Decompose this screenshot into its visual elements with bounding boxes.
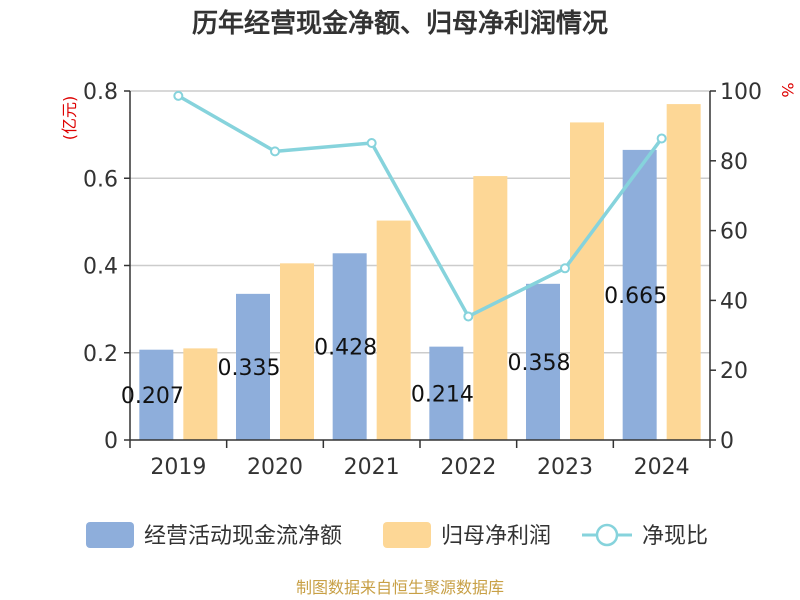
bar-cashflow	[332, 253, 367, 440]
legend-label-profit: 归母净利润	[441, 524, 551, 549]
bar-cashflow	[429, 346, 464, 440]
x-axis-tick-label: 2022	[440, 455, 496, 480]
legend-marker-ratio	[595, 523, 619, 547]
x-axis-tick-label: 2024	[634, 455, 690, 480]
ratio-point	[173, 90, 184, 101]
bar-cashflow	[236, 293, 270, 440]
legend-swatch-cashflow	[86, 522, 134, 548]
right-axis-tick-label: 80	[720, 150, 748, 175]
right-axis-tick-label: 100	[720, 80, 762, 105]
bar-value-label: 0.335	[218, 356, 281, 381]
legend-label-ratio: 净现比	[642, 524, 708, 549]
bar-profit	[376, 220, 411, 440]
x-axis-tick-label: 2019	[150, 455, 206, 480]
bar-value-label: 0.214	[411, 382, 474, 407]
ratio-point	[270, 146, 280, 157]
bar-value-label: 0.428	[314, 336, 377, 361]
left-axis-tick-label: 0.8	[83, 80, 118, 105]
left-axis-unit: (亿元)	[60, 96, 79, 141]
chart-title: 历年经营现金净额、归母净利润情况	[192, 8, 608, 39]
ratio-point	[463, 311, 474, 322]
ratio-line	[173, 90, 667, 322]
bar-profit	[666, 104, 701, 441]
bar-profit	[183, 348, 218, 440]
legend-swatch-profit	[383, 522, 431, 548]
right-axis-unit: %	[778, 82, 797, 97]
left-axis-tick-label: 0.2	[83, 342, 118, 367]
x-axis-tick-label: 2020	[247, 455, 303, 480]
bar-value-label: 0.665	[604, 284, 667, 309]
right-axis-tick-label: 40	[720, 289, 748, 314]
grid-lines	[130, 90, 710, 354]
ratio-point	[560, 263, 570, 274]
bar-cashflow	[139, 349, 174, 440]
bar-value-label: 0.358	[508, 351, 571, 376]
bar-cashflow	[622, 149, 657, 441]
right-axis-tick-label: 20	[720, 359, 748, 384]
bar-cashflow	[526, 283, 560, 440]
right-axis-tick-label: 0	[720, 429, 734, 454]
axes: 0 0.2 0.4 0.6 0.8 0 20 40 60 80 100 2019 2020 2021 202…	[83, 80, 762, 480]
ratio-point	[366, 138, 377, 149]
ratio-line-path	[177, 94, 664, 319]
left-axis-tick-label: 0.4	[83, 255, 118, 280]
right-axis-tick-label: 60	[720, 220, 748, 245]
ratio-point	[656, 133, 667, 144]
bars	[139, 104, 701, 441]
legend: 经营活动现金流净额 归母净利润 净现比	[86, 522, 708, 549]
bar-profit	[473, 176, 508, 440]
bar-profit	[280, 263, 314, 440]
data-labels: 0.207 0.335 0.428 0.214 0.358 0.665	[121, 284, 667, 409]
source-note: 制图数据来自恒生聚源数据库	[296, 578, 504, 597]
x-axis-tick-label: 2023	[537, 455, 593, 480]
x-axis-tick-label: 2021	[344, 455, 400, 480]
legend-label-cashflow: 经营活动现金流净额	[144, 524, 342, 549]
left-axis-tick-label: 0.6	[83, 167, 118, 192]
bar-profit	[570, 122, 604, 440]
bar-value-label: 0.207	[121, 384, 184, 409]
left-axis-tick-label: 0	[104, 429, 118, 454]
